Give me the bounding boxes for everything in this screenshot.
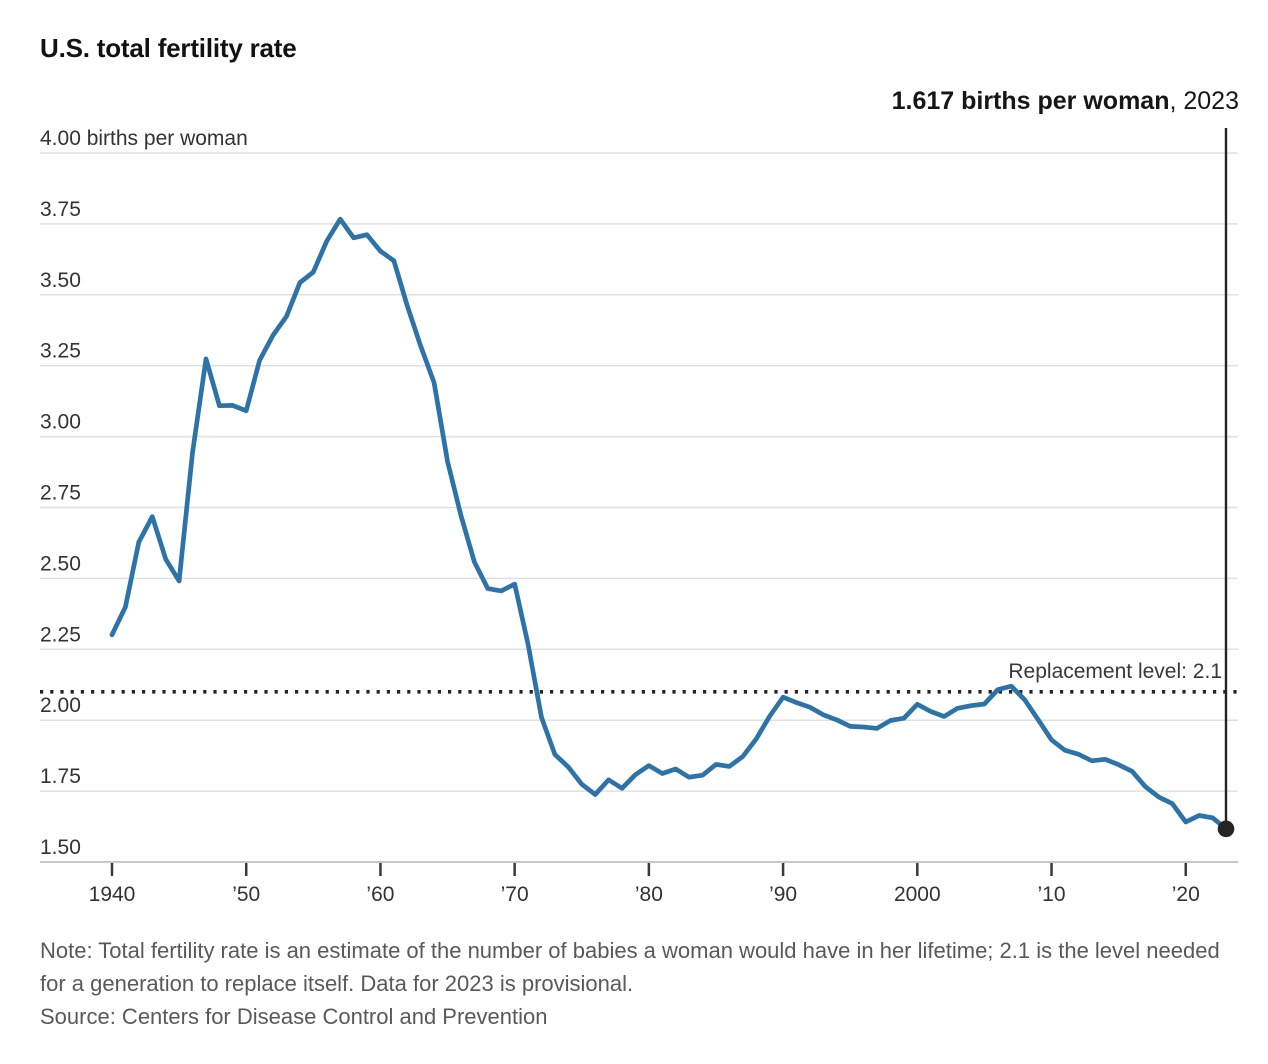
source-text: Source: Centers for Disease Control and … bbox=[40, 1004, 548, 1029]
y-axis-label: 1.50 bbox=[40, 836, 81, 859]
y-axis-label: 4.00 births per woman bbox=[40, 127, 248, 150]
note-text: Note: Total fertility rate is an estimat… bbox=[40, 938, 1220, 996]
footnotes: Note: Total fertility rate is an estimat… bbox=[40, 934, 1230, 1033]
line-chart-canvas: 4.00 births per woman 3.75 3.50 3.25 3.00 2.7… bbox=[40, 127, 1238, 906]
x-axis-tick-label: ’10 bbox=[1038, 883, 1066, 906]
x-axis-tick-label: 1940 bbox=[89, 883, 136, 906]
latest-value-label: 1.617 births per woman bbox=[891, 87, 1170, 115]
fertility-rate-line bbox=[109, 216, 1229, 832]
x-axis-tick-label: ’60 bbox=[366, 883, 394, 906]
end-point-marker bbox=[1217, 820, 1235, 838]
x-axis-tick-label: ’70 bbox=[501, 883, 529, 906]
x-axis-tick-label: ’20 bbox=[1172, 883, 1200, 906]
x-axis-tick-label: ’90 bbox=[769, 883, 797, 906]
y-axis-label: 3.00 bbox=[40, 411, 81, 434]
latest-value-year: , 2023 bbox=[1169, 87, 1239, 115]
y-axis-label: 2.00 bbox=[40, 694, 81, 717]
y-axis-label: 2.25 bbox=[40, 623, 81, 646]
y-axis-label: 2.50 bbox=[40, 552, 81, 575]
y-axis-label: 2.75 bbox=[40, 482, 81, 505]
x-axis-tick-label: 2000 bbox=[894, 883, 941, 906]
y-axis-label: 3.75 bbox=[40, 198, 81, 221]
replacement-level-label: Replacement level: 2.1 bbox=[1008, 660, 1222, 683]
y-axis-label: 3.25 bbox=[40, 340, 81, 363]
x-axis-tick-label: ’80 bbox=[635, 883, 663, 906]
chart-title: U.S. total fertility rate bbox=[40, 33, 297, 63]
y-axis-label: 1.75 bbox=[40, 765, 81, 788]
latest-value-callout: 1.617 births per woman, 2023 bbox=[892, 87, 1239, 116]
y-axis-label: 3.50 bbox=[40, 269, 81, 292]
x-axis-tick-label: ’50 bbox=[232, 883, 260, 906]
